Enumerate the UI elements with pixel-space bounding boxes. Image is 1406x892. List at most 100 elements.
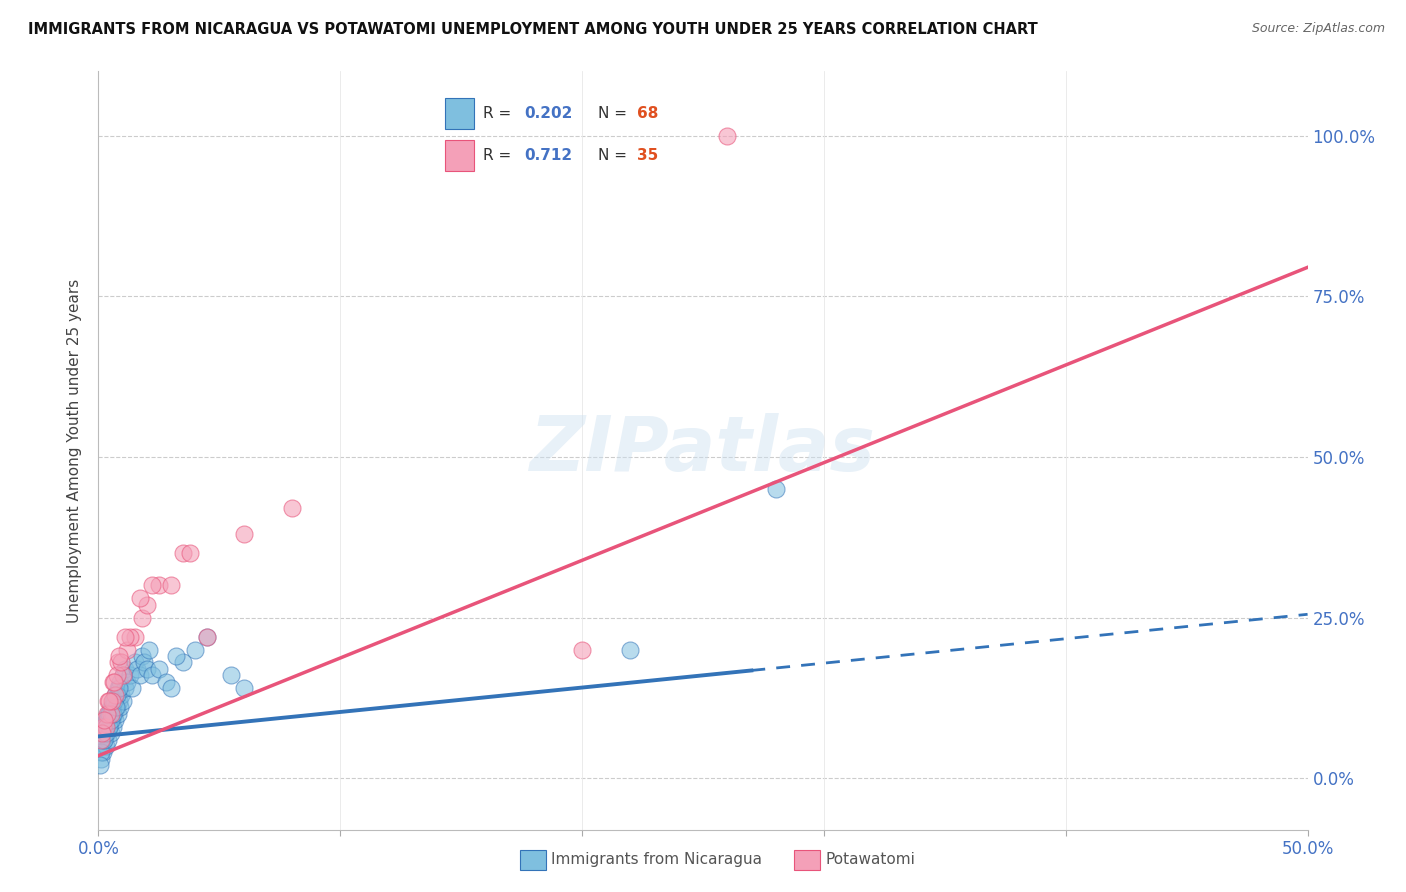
Point — [172, 546, 194, 560]
Point — [111, 694, 134, 708]
Point — [619, 642, 641, 657]
Point — [134, 656, 156, 670]
Point — [108, 681, 131, 696]
Point — [98, 694, 121, 708]
Point — [100, 726, 122, 740]
Point — [103, 674, 125, 689]
Point — [93, 720, 115, 734]
Point — [117, 642, 139, 657]
Point — [91, 720, 114, 734]
FancyBboxPatch shape — [444, 140, 474, 171]
Point — [103, 706, 125, 721]
Point — [97, 694, 120, 708]
Text: 68: 68 — [637, 106, 658, 120]
Point — [160, 681, 183, 696]
Text: ZIPatlas: ZIPatlas — [530, 414, 876, 487]
Point — [104, 688, 127, 702]
Point — [98, 720, 121, 734]
Point — [114, 662, 136, 676]
Point — [135, 598, 157, 612]
Point — [131, 649, 153, 664]
Point — [100, 700, 122, 714]
Point — [105, 700, 128, 714]
Point — [184, 642, 207, 657]
Point — [96, 726, 118, 740]
Point — [100, 694, 122, 708]
Point — [124, 656, 146, 670]
Point — [121, 681, 143, 696]
Text: 0.712: 0.712 — [524, 148, 572, 162]
Point — [97, 720, 120, 734]
Point — [127, 662, 149, 676]
Point — [96, 726, 118, 740]
Point — [104, 700, 127, 714]
Point — [131, 610, 153, 624]
Point — [124, 630, 146, 644]
Text: IMMIGRANTS FROM NICARAGUA VS POTAWATOMI UNEMPLOYMENT AMONG YOUTH UNDER 25 YEARS : IMMIGRANTS FROM NICARAGUA VS POTAWATOMI … — [28, 22, 1038, 37]
Point — [91, 746, 114, 760]
Point — [105, 688, 128, 702]
Point — [104, 688, 127, 702]
Point — [93, 732, 115, 747]
Point — [94, 720, 117, 734]
Point — [148, 578, 170, 592]
Point — [195, 630, 218, 644]
Point — [101, 720, 124, 734]
Point — [111, 668, 134, 682]
Point — [232, 527, 254, 541]
Point — [90, 746, 112, 760]
Point — [716, 128, 738, 143]
Point — [100, 714, 122, 728]
Text: N =: N = — [599, 148, 627, 162]
Point — [98, 706, 121, 721]
Point — [281, 501, 304, 516]
Point — [90, 752, 112, 766]
Point — [571, 642, 593, 657]
Point — [118, 630, 141, 644]
Point — [135, 662, 157, 676]
Point — [107, 656, 129, 670]
Point — [100, 700, 122, 714]
FancyBboxPatch shape — [444, 98, 474, 129]
Text: Potawatomi: Potawatomi — [825, 853, 915, 867]
Point — [101, 674, 124, 689]
Point — [97, 732, 120, 747]
Point — [108, 694, 131, 708]
Point — [93, 732, 115, 747]
Point — [94, 739, 117, 753]
Point — [141, 668, 163, 682]
Point — [103, 694, 125, 708]
Point — [101, 694, 124, 708]
Point — [105, 668, 128, 682]
Point — [91, 732, 114, 747]
Point — [111, 668, 134, 682]
Text: Immigrants from Nicaragua: Immigrants from Nicaragua — [551, 853, 762, 867]
Point — [117, 674, 139, 689]
Point — [107, 706, 129, 721]
Point — [104, 714, 127, 728]
Text: R =: R = — [484, 148, 512, 162]
Point — [91, 739, 114, 753]
Point — [108, 674, 131, 689]
Point — [97, 706, 120, 721]
Point — [155, 674, 177, 689]
Point — [108, 649, 131, 664]
Point — [110, 656, 132, 670]
Point — [114, 681, 136, 696]
Point — [108, 700, 131, 714]
Point — [114, 630, 136, 644]
Point — [138, 642, 160, 657]
Point — [128, 591, 150, 606]
Point — [232, 681, 254, 696]
Point — [128, 668, 150, 682]
Point — [91, 720, 114, 734]
Point — [93, 714, 115, 728]
Point — [221, 668, 243, 682]
Point — [96, 714, 118, 728]
Y-axis label: Unemployment Among Youth under 25 years: Unemployment Among Youth under 25 years — [67, 278, 83, 623]
Point — [172, 656, 194, 670]
Text: 0.202: 0.202 — [524, 106, 572, 120]
Point — [103, 706, 125, 721]
Point — [141, 578, 163, 592]
Text: Source: ZipAtlas.com: Source: ZipAtlas.com — [1251, 22, 1385, 36]
